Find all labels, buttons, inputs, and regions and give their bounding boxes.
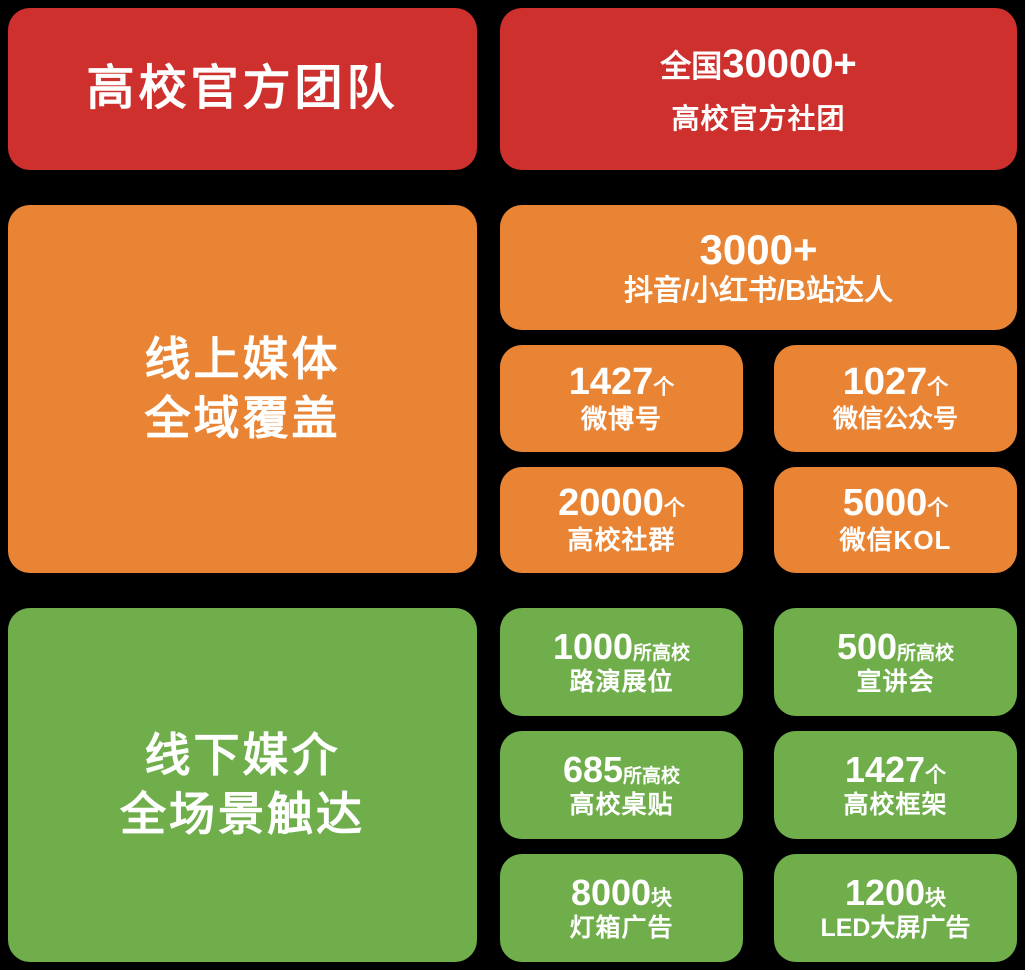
stat-row: 1000所高校 路演展位 500所高校 宣讲会 <box>500 608 1017 716</box>
stats-pane-offline-media: 1000所高校 路演展位 500所高校 宣讲会 685所高校 <box>500 608 1017 962</box>
stat-label: 微信公众号 <box>832 405 958 434</box>
stat-number: 685 <box>562 749 624 791</box>
stat-unit: 所高校 <box>897 643 955 665</box>
stat-unit: 个 <box>925 764 947 788</box>
stat-number: 1427 <box>568 360 654 403</box>
stat-unit: 个 <box>927 376 949 400</box>
stat-row: 1427个 微博号 1027个 微信公众号 <box>500 345 1017 452</box>
stat-number: 8000 <box>570 872 652 914</box>
stat-number: 5000 <box>842 482 928 525</box>
section-label-line: 全域覆盖 <box>144 392 341 444</box>
stat-value-row: 5000个 <box>842 482 949 525</box>
stat-label: 灯箱广告 <box>569 913 674 942</box>
stat-row: 8000块 灯箱广告 1200块 LED大屏广告 <box>500 854 1017 962</box>
section-label-card-official-team[interactable]: 高校官方团队 <box>8 8 477 170</box>
section-label-line: 线下媒介 <box>144 729 341 782</box>
hero-card-official-team[interactable]: 全国30000+ 高校官方社团 <box>500 8 1017 170</box>
section-label-line: 全场景触达 <box>120 788 365 840</box>
stat-label: 高校框架 <box>843 790 948 819</box>
stat-number: 1427 <box>844 749 926 791</box>
stat-card-weibo[interactable]: 1427个 微博号 <box>500 345 743 452</box>
stat-grid-offline-media: 1000所高校 路演展位 500所高校 宣讲会 685所高校 <box>500 608 1017 962</box>
stat-unit: 个 <box>927 497 949 521</box>
stat-unit: 个 <box>663 497 685 521</box>
section-label-card-offline-media[interactable]: 线下媒介 全场景触达 <box>8 608 477 962</box>
stat-label: 高校桌贴 <box>569 790 674 819</box>
stat-unit: 所高校 <box>623 766 681 788</box>
stat-label: 宣讲会 <box>856 667 935 696</box>
stat-label: 高校社群 <box>567 525 676 556</box>
section-label-card-online-media[interactable]: 线上媒体 全域覆盖 <box>8 205 477 573</box>
stat-label: 微信KOL <box>839 525 952 556</box>
section-online-media: 线上媒体 全域覆盖 3000+ 抖音/小红书/B站达人 1427个 微博号 <box>8 205 1017 573</box>
stat-unit: 块 <box>925 887 947 911</box>
stat-card-wechat-official[interactable]: 1027个 微信公众号 <box>774 345 1017 452</box>
section-official-team: 高校官方团队 全国30000+ 高校官方社团 <box>8 8 1017 170</box>
stat-row: 20000个 高校社群 5000个 微信KOL <box>500 466 1017 573</box>
stat-value-row: 20000个 <box>558 482 685 525</box>
hero-prefix: 全国 <box>660 48 723 84</box>
stat-grid-online-media: 1427个 微博号 1027个 微信公众号 20000个 <box>500 345 1017 573</box>
stat-number: 1000 <box>552 626 634 668</box>
stat-value-row: 1027个 <box>842 361 949 404</box>
section-label-line: 线上媒体 <box>144 333 341 386</box>
stat-number: 500 <box>836 626 898 668</box>
stat-unit: 个 <box>653 375 675 399</box>
stat-value-row: 1000所高校 <box>553 627 690 667</box>
stat-value-row: 500所高校 <box>837 627 954 667</box>
stat-value-row: 685所高校 <box>563 750 680 790</box>
stat-card-led-screen-ad[interactable]: 1200块 LED大屏广告 <box>774 854 1017 962</box>
stat-number: 1027 <box>842 361 928 404</box>
hero-value: 3000+ <box>699 225 818 273</box>
stat-card-roadshow-booth[interactable]: 1000所高校 路演展位 <box>500 608 743 716</box>
stat-card-wechat-kol[interactable]: 5000个 微信KOL <box>774 466 1017 573</box>
stat-number: 20000 <box>558 482 664 525</box>
stat-value-row: 1427个 <box>568 360 675 404</box>
stats-pane-online-media: 3000+ 抖音/小红书/B站达人 1427个 微博号 1027个 <box>500 205 1017 573</box>
section-offline-media: 线下媒介 全场景触达 1000所高校 路演展位 500所高校 <box>8 608 1017 962</box>
stat-label: 微博号 <box>580 403 662 434</box>
hero-caption: 抖音/小红书/B站达人 <box>623 274 894 307</box>
stat-card-info-session[interactable]: 500所高校 宣讲会 <box>774 608 1017 716</box>
section-label-line: 高校官方团队 <box>86 62 399 116</box>
stat-unit: 所高校 <box>633 643 691 665</box>
stat-number: 1200 <box>844 872 926 914</box>
stat-card-campus-frame[interactable]: 1427个 高校框架 <box>774 731 1017 839</box>
hero-caption: 高校官方社团 <box>671 103 846 135</box>
stat-label: LED大屏广告 <box>820 913 971 942</box>
stat-card-lightbox-ad[interactable]: 8000块 灯箱广告 <box>500 854 743 962</box>
stat-value-row: 1427个 <box>845 750 946 790</box>
stat-card-desk-sticker[interactable]: 685所高校 高校桌贴 <box>500 731 743 839</box>
hero-value: 30000+ <box>722 41 857 86</box>
stat-row: 685所高校 高校桌贴 1427个 高校框架 <box>500 731 1017 839</box>
stat-label: 路演展位 <box>569 667 674 696</box>
stat-value-row: 1200块 <box>845 873 946 913</box>
stat-card-campus-groups[interactable]: 20000个 高校社群 <box>500 466 743 573</box>
stat-unit: 块 <box>651 887 673 911</box>
hero-card-online-media[interactable]: 3000+ 抖音/小红书/B站达人 <box>500 205 1017 330</box>
stat-value-row: 8000块 <box>571 873 672 913</box>
hero-value-row: 全国30000+ <box>660 42 857 87</box>
